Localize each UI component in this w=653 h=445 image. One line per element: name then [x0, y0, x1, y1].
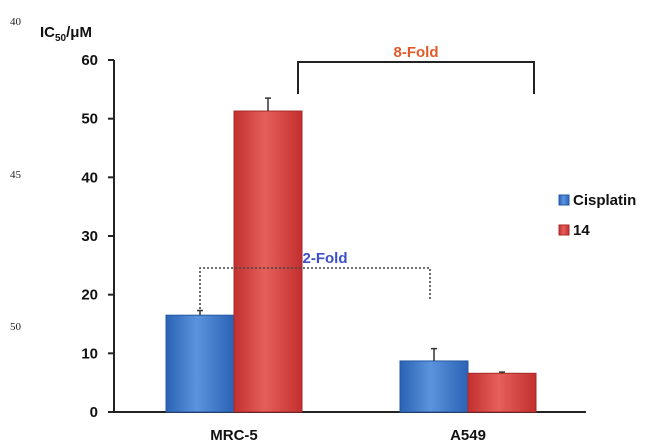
y-axis-label: IC50/μM [40, 24, 92, 44]
bar-14-a549 [467, 372, 537, 413]
fold-label-2: 2-Fold [303, 250, 348, 267]
y-tick-label: 10 [81, 345, 98, 362]
legend-swatch-cisplatin [558, 194, 570, 206]
y-axis-label-main: IC [40, 24, 55, 41]
y-tick-label: 30 [81, 228, 98, 245]
fold-label-8: 8-Fold [394, 44, 439, 61]
legend-swatch-14 [558, 224, 570, 236]
bar-cisplatin-a549 [399, 360, 469, 413]
margin-number: 40 [10, 16, 22, 28]
bar-14-mrc-5 [233, 110, 303, 413]
y-axis-label-unit: /μM [66, 24, 92, 41]
margin-number: 45 [10, 169, 22, 181]
margin-number: 50 [10, 321, 22, 333]
fold-bracket-2 [199, 267, 431, 309]
bar-cisplatin-mrc-5 [165, 314, 235, 413]
x-category-label: MRC-5 [210, 427, 258, 444]
y-tick-label: 20 [81, 287, 98, 304]
legend-label: 14 [573, 222, 590, 239]
y-tick-label: 60 [81, 52, 98, 69]
y-axis-label-sub: 50 [55, 33, 67, 44]
y-tick-label: 40 [81, 169, 98, 186]
fold-bracket-8 [297, 61, 535, 94]
y-tick-label: 50 [81, 111, 98, 128]
legend-label: Cisplatin [573, 192, 636, 209]
y-tick-label: 0 [90, 404, 98, 421]
x-category-label: A549 [450, 427, 486, 444]
